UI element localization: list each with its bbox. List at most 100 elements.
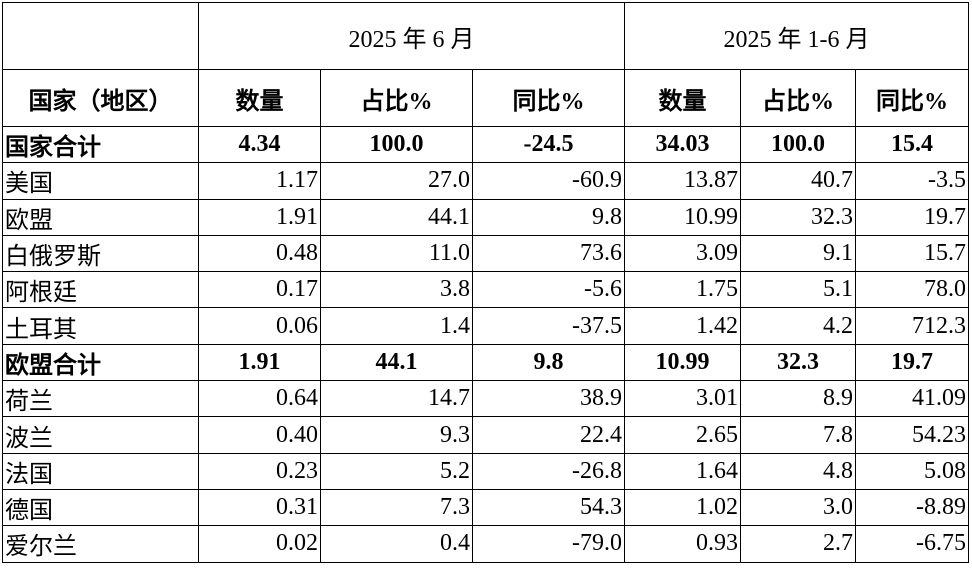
region-cell: 德国: [2, 488, 199, 527]
value-cell: 19.7: [855, 343, 969, 382]
value-cell: 0.06: [198, 307, 321, 345]
value-cell: -24.5: [472, 125, 625, 164]
value-cell: 10.99: [624, 343, 741, 382]
value-cell: 14.7: [320, 380, 473, 418]
data-row: 欧盟 1.91 44.1 9.8 10.99 32.3 19.7: [2, 198, 969, 236]
value-cell: 0.40: [198, 416, 321, 454]
value-cell: -60.9: [472, 162, 625, 200]
header-cell: 国家（地区）: [2, 69, 199, 127]
value-cell: 0.23: [198, 452, 321, 490]
header-cell: [2, 2, 199, 70]
header-cell: 同比%: [472, 69, 625, 127]
value-cell: 0.64: [198, 380, 321, 418]
value-cell: -6.75: [855, 525, 969, 563]
value-cell: 0.48: [198, 234, 321, 273]
region-cell: 美国: [2, 162, 199, 200]
value-cell: 15.4: [855, 125, 969, 164]
header-cell: 数量: [198, 69, 321, 127]
header-row: 国家（地区） 数量 占比% 同比% 数量 占比% 同比%: [2, 69, 969, 127]
data-row: 德国 0.31 7.3 54.3 1.02 3.0 -8.89: [2, 488, 969, 527]
region-cell: 阿根廷: [2, 271, 199, 309]
region-cell: 荷兰: [2, 380, 199, 418]
value-cell: 78.0: [855, 271, 969, 309]
value-cell: 1.91: [198, 198, 321, 236]
header-cell: 占比%: [320, 69, 473, 127]
value-cell: 27.0: [320, 162, 473, 200]
value-cell: 4.8: [740, 452, 856, 490]
value-cell: 3.09: [624, 234, 741, 273]
value-cell: 9.8: [472, 343, 625, 382]
value-cell: 32.3: [740, 343, 856, 382]
data-row: 法国 0.23 5.2 -26.8 1.64 4.8 5.08: [2, 452, 969, 490]
value-cell: 8.9: [740, 380, 856, 418]
header-cell: 2025 年 1-6 月: [624, 2, 969, 70]
value-cell: 0.4: [320, 525, 473, 563]
value-cell: 7.3: [320, 488, 473, 527]
region-cell: 国家合计: [2, 125, 199, 164]
value-cell: 15.7: [855, 234, 969, 273]
value-cell: 100.0: [740, 125, 856, 164]
data-row: 阿根廷 0.17 3.8 -5.6 1.75 5.1 78.0: [2, 271, 969, 309]
value-cell: -5.6: [472, 271, 625, 309]
value-cell: 2.7: [740, 525, 856, 563]
value-cell: 38.9: [472, 380, 625, 418]
header-row: 2025 年 6 月 2025 年 1-6 月: [2, 2, 969, 70]
region-cell: 欧盟合计: [2, 343, 199, 382]
region-cell: 白俄罗斯: [2, 234, 199, 273]
header-cell: 2025 年 6 月: [198, 2, 625, 70]
region-cell: 爱尔兰: [2, 525, 199, 563]
value-cell: 73.6: [472, 234, 625, 273]
value-cell: 100.0: [320, 125, 473, 164]
value-cell: 0.31: [198, 488, 321, 527]
data-row: 美国 1.17 27.0 -60.9 13.87 40.7 -3.5: [2, 162, 969, 200]
value-cell: 2.65: [624, 416, 741, 454]
value-cell: 1.02: [624, 488, 741, 527]
value-cell: 1.4: [320, 307, 473, 345]
value-cell: -79.0: [472, 525, 625, 563]
value-cell: 44.1: [320, 198, 473, 236]
value-cell: 9.8: [472, 198, 625, 236]
data-row: 荷兰 0.64 14.7 38.9 3.01 8.9 41.09: [2, 380, 969, 418]
value-cell: 34.03: [624, 125, 741, 164]
value-cell: 4.2: [740, 307, 856, 345]
value-cell: 41.09: [855, 380, 969, 418]
value-cell: 3.8: [320, 271, 473, 309]
total-row: 欧盟合计 1.91 44.1 9.8 10.99 32.3 19.7: [2, 343, 969, 382]
value-cell: 44.1: [320, 343, 473, 382]
value-cell: 32.3: [740, 198, 856, 236]
value-cell: 3.0: [740, 488, 856, 527]
value-cell: 19.7: [855, 198, 969, 236]
value-cell: -8.89: [855, 488, 969, 527]
value-cell: 22.4: [472, 416, 625, 454]
value-cell: -3.5: [855, 162, 969, 200]
header-cell: 占比%: [740, 69, 856, 127]
value-cell: 4.34: [198, 125, 321, 164]
header-cell: 数量: [624, 69, 741, 127]
data-row: 爱尔兰 0.02 0.4 -79.0 0.93 2.7 -6.75: [2, 525, 969, 563]
value-cell: 0.17: [198, 271, 321, 309]
data-table: 2025 年 6 月 2025 年 1-6 月国家（地区） 数量 占比% 同比% 数量 占比…: [2, 2, 969, 563]
region-cell: 法国: [2, 452, 199, 490]
value-cell: 5.1: [740, 271, 856, 309]
value-cell: 7.8: [740, 416, 856, 454]
value-cell: 1.42: [624, 307, 741, 345]
value-cell: 1.64: [624, 452, 741, 490]
value-cell: 1.17: [198, 162, 321, 200]
header-cell: 同比%: [855, 69, 969, 127]
value-cell: 5.08: [855, 452, 969, 490]
value-cell: 0.02: [198, 525, 321, 563]
data-row: 土耳其 0.06 1.4 -37.5 1.42 4.2 712.3: [2, 307, 969, 345]
region-cell: 土耳其: [2, 307, 199, 345]
data-row: 波兰 0.40 9.3 22.4 2.65 7.8 54.23: [2, 416, 969, 454]
data-row: 白俄罗斯 0.48 11.0 73.6 3.09 9.1 15.7: [2, 234, 969, 273]
value-cell: 3.01: [624, 380, 741, 418]
value-cell: 1.75: [624, 271, 741, 309]
value-cell: 5.2: [320, 452, 473, 490]
region-cell: 波兰: [2, 416, 199, 454]
value-cell: 10.99: [624, 198, 741, 236]
value-cell: 0.93: [624, 525, 741, 563]
value-cell: 712.3: [855, 307, 969, 345]
value-cell: -26.8: [472, 452, 625, 490]
value-cell: 1.91: [198, 343, 321, 382]
